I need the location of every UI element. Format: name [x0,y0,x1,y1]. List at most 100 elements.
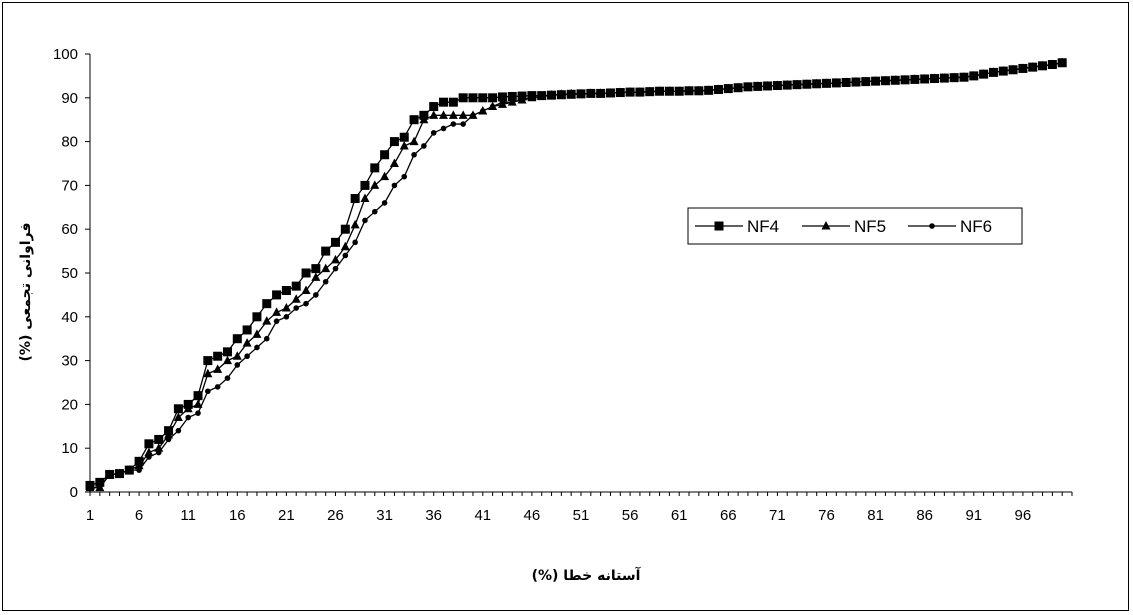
data-point-nf6 [833,80,840,86]
data-point-nf6 [411,151,417,158]
data-point-nf4 [429,102,439,112]
data-point-nf5 [272,307,282,316]
data-point-nf5 [439,110,449,119]
data-point-nf5 [409,136,419,146]
data-point-nf6 [352,239,358,246]
data-point-nf5 [389,158,399,167]
y-tick-label: 90 [61,90,78,107]
data-point-nf5 [429,110,439,119]
data-point-nf6 [460,121,466,127]
data-point-nf6 [735,84,741,91]
data-point-nf6 [401,173,408,180]
x-tick-label: 31 [376,507,393,524]
data-point-nf5 [242,338,252,347]
series-nf5 [85,57,1067,492]
data-point-nf4 [203,356,213,366]
data-point-nf4 [370,163,380,173]
data-point-nf6 [696,87,702,94]
data-point-nf6 [971,73,977,79]
data-point-nf5 [164,430,174,439]
data-point-nf6 [646,88,653,95]
data-point-nf4 [311,264,321,274]
data-point-nf6 [961,74,967,81]
x-tick-label: 36 [425,507,442,524]
data-point-nf4 [301,268,311,278]
data-point-nf5 [419,114,429,124]
series-line-nf6 [90,62,1063,489]
series-layer [85,57,1067,492]
data-point-nf6 [1029,64,1036,70]
data-point-nf5 [281,303,291,312]
x-tick-label: 86 [916,507,933,524]
x-tick-label: 76 [818,507,835,524]
data-point-nf5 [183,403,193,413]
data-point-nf5 [399,140,409,150]
x-tick-label: 81 [867,507,884,524]
data-point-nf6 [214,384,221,390]
data-point-nf6 [764,83,771,89]
data-point-nf6 [980,71,987,77]
data-point-nf4 [272,290,282,300]
data-point-nf6 [283,314,290,320]
data-point-nf6 [509,99,516,105]
x-tick-label: 56 [622,507,639,524]
data-point-nf4 [448,97,458,107]
data-point-nf6 [843,79,849,86]
data-point-nf6 [155,449,162,456]
data-point-nf4 [281,286,291,296]
data-point-nf6 [568,91,574,97]
x-tick-label: 6 [135,507,143,524]
data-point-nf5 [321,263,331,273]
data-point-nf6 [637,89,643,95]
data-point-nf5 [331,254,340,264]
data-point-nf6 [1039,63,1046,69]
data-point-nf6 [804,81,810,88]
data-point-nf6 [519,97,525,103]
data-point-nf5 [252,329,262,338]
data-point-nf6 [430,130,437,136]
data-point-nf4 [232,334,242,344]
x-tick-label: 71 [769,507,786,524]
data-point-nf5 [193,399,203,408]
data-point-nf6 [1010,66,1016,73]
data-point-nf4 [222,347,232,357]
data-point-nf6 [597,90,604,97]
data-point-nf5 [350,219,360,229]
data-point-nf4 [399,132,409,142]
y-tick-label: 40 [61,309,78,326]
data-point-nf6 [224,375,231,381]
data-point-nf4 [468,93,478,103]
data-point-nf4 [262,299,272,309]
data-point-nf6 [391,182,398,189]
x-tick-label: 46 [524,507,541,524]
data-point-nf6 [705,87,712,94]
y-tick-label: 50 [61,265,78,282]
data-point-nf6 [813,80,820,87]
data-point-nf6 [902,77,908,83]
data-point-nf6 [195,410,201,416]
data-point-nf5 [458,110,468,119]
x-tick-label: 21 [278,507,295,524]
data-point-nf6 [745,84,751,90]
data-point-nf4 [340,224,350,234]
legend-label-nf4: NF4 [747,217,779,236]
data-point-nf6 [116,470,123,477]
data-point-nf5 [301,285,311,295]
data-point-nf6 [175,427,182,434]
data-point-nf6 [313,292,319,298]
y-tick-label: 20 [61,396,78,413]
data-point-nf4 [458,93,468,103]
data-point-nf6 [853,79,859,85]
data-point-nf5 [370,180,380,189]
legend-item-nf4: NF4 [695,217,779,236]
y-tick-label: 30 [61,353,78,370]
data-point-nf4 [350,194,360,204]
x-tick-label: 91 [965,507,982,524]
legend-item-nf5: NF5 [802,217,886,236]
legend-marker-nf4 [714,221,724,231]
data-point-nf6 [754,83,761,90]
legend-marker-nf6 [929,223,935,229]
data-point-nf6 [784,82,791,88]
legend: NF4 NF5 NF6 [687,207,1023,245]
